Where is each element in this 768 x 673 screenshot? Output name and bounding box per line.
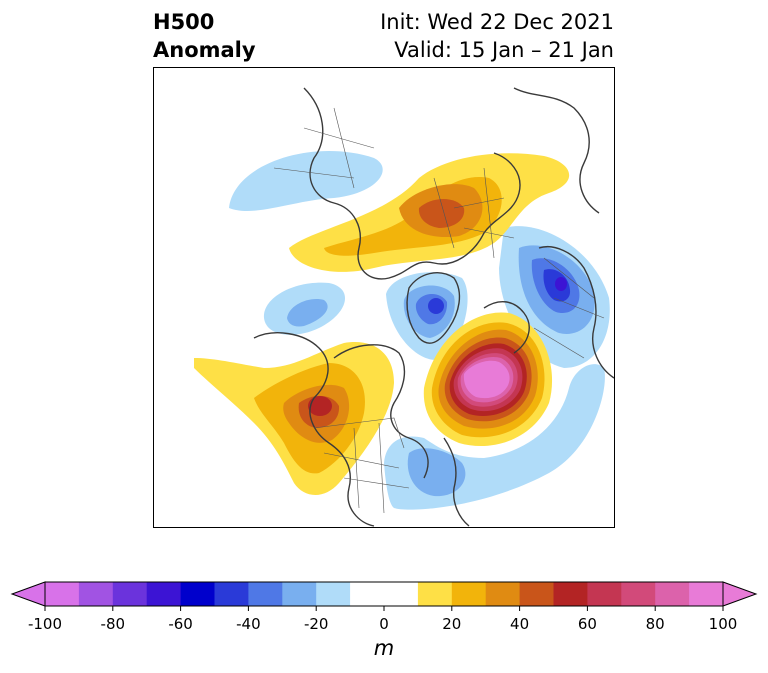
colorbar-bin xyxy=(180,582,215,606)
colorbar-bin xyxy=(485,582,521,606)
valid-range: Valid: 15 Jan – 21 Jan xyxy=(394,38,614,62)
colorbar xyxy=(10,581,758,611)
east-asia-trough xyxy=(263,282,346,335)
colorbar-bin xyxy=(248,582,283,606)
colorbar-tick-label: -60 xyxy=(168,615,193,633)
pacific-nw-ridge xyxy=(194,342,394,496)
pacific-trough xyxy=(229,151,383,212)
colorbar-bin xyxy=(45,582,80,606)
coastlines xyxy=(253,87,614,527)
colorbar-bin xyxy=(214,582,249,606)
colorbar-bin xyxy=(689,582,724,606)
colorbar-tick-label: 100 xyxy=(708,615,738,633)
title-field-name: H500 xyxy=(153,10,215,34)
colorbar-tick-label: 40 xyxy=(510,615,530,633)
colorbar-tick-label: 0 xyxy=(379,615,389,633)
greenland-trough xyxy=(386,272,468,360)
chart-title: H500 Anomaly xyxy=(153,8,256,64)
colorbar-bin xyxy=(316,582,351,606)
colorbar-bin xyxy=(146,582,182,606)
anomaly-map xyxy=(153,67,615,528)
colorbar-bin xyxy=(519,582,554,606)
init-date: Init: Wed 22 Dec 2021 xyxy=(380,10,614,34)
colorbar-bin xyxy=(417,582,453,606)
eastern-us-trough xyxy=(384,364,605,510)
colorbar-bin xyxy=(282,582,317,606)
colorbar-tick-label: -20 xyxy=(303,615,329,633)
north-atlantic-ridge xyxy=(423,312,553,447)
colorbar-bin xyxy=(384,582,419,606)
colorbar-extend-high xyxy=(722,581,758,607)
colorbar-bin xyxy=(350,582,385,606)
title-field-type: Anomaly xyxy=(153,38,256,62)
anomaly-map-svg xyxy=(194,87,614,527)
colorbar-bin xyxy=(78,582,114,606)
colorbar-tick-label: -80 xyxy=(100,615,126,633)
colorbar-bin xyxy=(112,582,148,606)
unit-label: m xyxy=(373,636,395,660)
colorbar-tick-label: 60 xyxy=(577,615,597,633)
siberian-ridge xyxy=(289,153,570,272)
colorbar-tick-label: -40 xyxy=(236,615,261,633)
colorbar-tick-label: 80 xyxy=(645,615,665,633)
colorbar-extend-low xyxy=(10,581,46,607)
colorbar-bin xyxy=(621,582,656,606)
colorbar-bin xyxy=(451,582,487,606)
colorbar-tick-label: -100 xyxy=(27,615,63,633)
colorbar-bin xyxy=(587,582,622,606)
colorbar-bin xyxy=(553,582,588,606)
borders xyxy=(273,107,605,514)
colorbar-tick-label: 20 xyxy=(442,615,462,633)
chart-dates: Init: Wed 22 Dec 2021 Valid: 15 Jan – 21… xyxy=(380,8,614,64)
colorbar-bin xyxy=(655,582,690,606)
